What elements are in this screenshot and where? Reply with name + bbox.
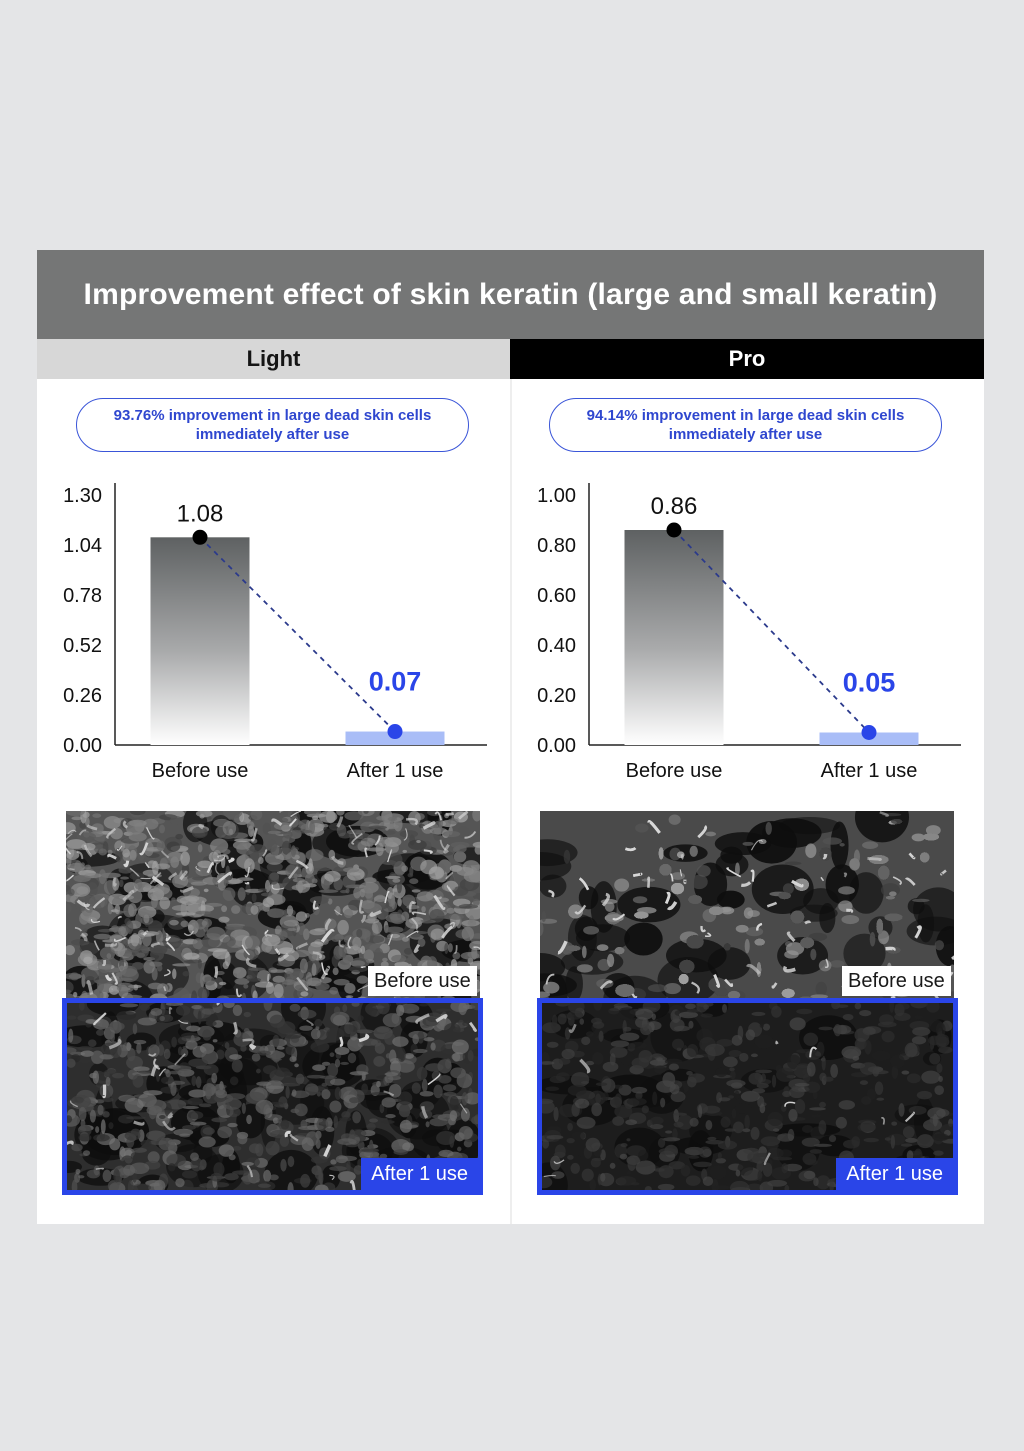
x-category-label: Before use bbox=[626, 760, 723, 782]
y-tick-label: 0.26 bbox=[63, 685, 102, 707]
point-before-use bbox=[666, 522, 682, 538]
chart-light: 0.00 0.26 0.52 0.78 1.04 1.30 Before use After … bbox=[63, 483, 487, 782]
y-tick-label: 0.40 bbox=[537, 635, 576, 657]
summary-pill-pro: 94.14% improvement in large dead skin ce… bbox=[549, 398, 942, 452]
photo-label-after-light: After 1 use bbox=[361, 1158, 478, 1190]
photo-label-after-pro: After 1 use bbox=[836, 1158, 953, 1190]
y-tick-label: 0.20 bbox=[537, 685, 576, 707]
x-category-label: After 1 use bbox=[821, 760, 918, 782]
data-label-before-use: 0.86 bbox=[651, 493, 698, 520]
micro-photo-after-pro: After 1 use bbox=[537, 998, 958, 1195]
y-tick-label: 0.00 bbox=[63, 735, 102, 757]
y-tick-label: 0.80 bbox=[537, 535, 576, 557]
summary-line-2: immediately after use bbox=[195, 426, 350, 443]
y-tick-label: 0.78 bbox=[63, 585, 102, 607]
column-header-light: Light bbox=[37, 339, 510, 379]
bar-before-use bbox=[150, 537, 250, 745]
y-tick-label: 1.00 bbox=[537, 485, 576, 507]
x-category-label: Before use bbox=[152, 760, 249, 782]
y-tick-label: 0.60 bbox=[537, 585, 576, 607]
point-after-use bbox=[861, 725, 877, 740]
y-tick-label: 1.30 bbox=[63, 485, 102, 507]
data-label-after-use: 0.07 bbox=[369, 667, 422, 697]
micro-photo-after-light: After 1 use bbox=[62, 998, 483, 1195]
bar-before-use bbox=[624, 530, 724, 745]
data-label-after-use: 0.05 bbox=[843, 668, 896, 698]
photo-label-before-light: Before use bbox=[368, 966, 477, 996]
point-after-use bbox=[387, 724, 403, 740]
page-title: Improvement effect of skin keratin (larg… bbox=[83, 277, 938, 311]
summary-line-1: 94.14% improvement in large dead skin ce… bbox=[586, 407, 905, 424]
x-category-label: After 1 use bbox=[347, 760, 444, 782]
title-bar: Improvement effect of skin keratin (larg… bbox=[37, 250, 984, 339]
column-divider bbox=[510, 379, 512, 1224]
data-label-before-use: 1.08 bbox=[177, 500, 224, 527]
trend-dashed-line bbox=[673, 529, 870, 734]
summary-line-1: 93.76% improvement in large dead skin ce… bbox=[113, 407, 432, 424]
y-tick-label: 1.04 bbox=[63, 535, 102, 557]
chart-pro: 0.00 0.20 0.40 0.60 0.80 1.00 Before use After … bbox=[537, 483, 961, 782]
summary-line-2: immediately after use bbox=[668, 426, 823, 443]
photo-label-before-pro: Before use bbox=[842, 966, 951, 996]
keratin-comparison-card: Improvement effect of skin keratin (larg… bbox=[37, 250, 984, 1224]
y-tick-label: 0.52 bbox=[63, 635, 102, 657]
point-before-use bbox=[192, 529, 208, 545]
column-header-pro: Pro bbox=[510, 339, 984, 379]
summary-pill-light: 93.76% improvement in large dead skin ce… bbox=[76, 398, 469, 452]
y-tick-label: 0.00 bbox=[537, 735, 576, 757]
micro-photo-before-pro bbox=[540, 811, 954, 1001]
